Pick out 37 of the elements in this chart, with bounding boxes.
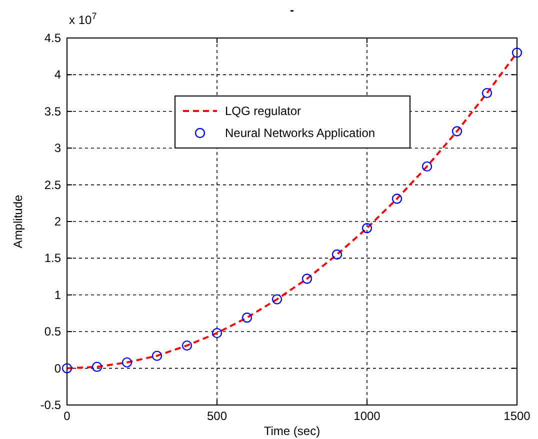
point (212, 328, 222, 338)
y-tick-label: -0.5 (40, 398, 62, 412)
text: x 10$^{7}$ (69, 11, 97, 27)
point (152, 350, 162, 361)
point (362, 223, 372, 234)
y-tick-label: 0.5 (44, 324, 62, 339)
y-tick-label: 3.5 (44, 104, 62, 118)
point (512, 48, 522, 58)
point (302, 274, 312, 284)
point (482, 88, 492, 98)
point (392, 194, 402, 204)
legend-label: Neural Networks Application (225, 126, 376, 140)
x-tick-label: 1000 (354, 409, 381, 423)
x-tick-label: 1500 (504, 409, 531, 423)
point (242, 312, 252, 323)
point (182, 340, 192, 351)
point (332, 249, 342, 260)
x-tick-label: 500 (206, 409, 228, 423)
point (272, 294, 282, 304)
x-tick-label: 0 (64, 409, 71, 423)
y-axis-title: Amplitude (11, 194, 25, 248)
y-tick-label: 3 (54, 141, 62, 156)
y-tick-label: 0 (54, 361, 62, 376)
y-tick-label: 1.5 (44, 251, 62, 266)
y-tick-label: 4.5 (44, 31, 62, 45)
point (452, 126, 462, 136)
point (122, 357, 132, 368)
y-tick-label: 4 (54, 68, 62, 82)
y-tick-label: 2 (54, 214, 62, 228)
x-axis-title: Time (sec) (264, 424, 320, 438)
chart-title: - (290, 3, 294, 17)
y-tick-label: 2.5 (44, 178, 62, 192)
point (62, 363, 72, 374)
y-tick-label: 1 (54, 288, 62, 302)
point (92, 362, 102, 372)
point (422, 161, 432, 172)
legend-label: LQG regulator (225, 104, 302, 118)
